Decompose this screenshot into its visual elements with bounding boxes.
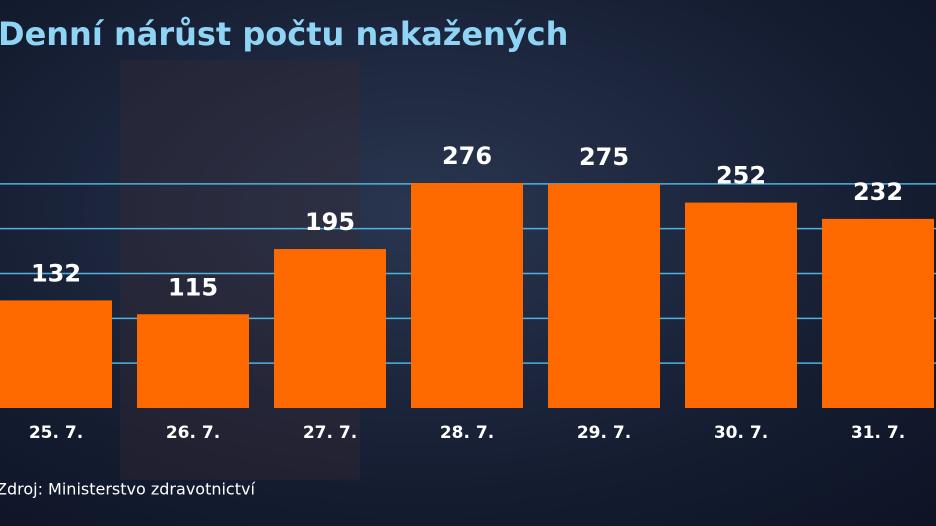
chart-title: Denní nárůst počtu nakažených [0, 15, 568, 53]
value-label: 232 [853, 178, 903, 206]
bar [274, 249, 386, 408]
value-label: 252 [716, 162, 766, 190]
value-label: 195 [305, 208, 355, 236]
x-tick-label: 26. 7. [166, 423, 220, 443]
plot-area: 132 25. 7. 115 26. 7. 195 27. 7. 276 28. 7. 275 2… [0, 142, 936, 443]
bar [0, 300, 112, 408]
value-label: 132 [31, 259, 81, 287]
bar [548, 183, 660, 408]
x-tick-label: 29. 7. [577, 423, 631, 443]
bar [411, 183, 523, 408]
bar [685, 202, 797, 408]
bar [822, 218, 934, 408]
value-label: 276 [442, 142, 492, 170]
value-label: 275 [579, 143, 629, 171]
x-tick-label: 31. 7. [851, 423, 905, 443]
x-tick-label: 28. 7. [440, 423, 494, 443]
value-label: 115 [168, 273, 218, 301]
bar [137, 314, 249, 408]
x-tick-label: 25. 7. [29, 423, 83, 443]
source-note: Zdroj: Ministerstvo zdravotnictví [0, 480, 255, 499]
x-tick-label: 27. 7. [303, 423, 357, 443]
x-tick-label: 30. 7. [714, 423, 768, 443]
